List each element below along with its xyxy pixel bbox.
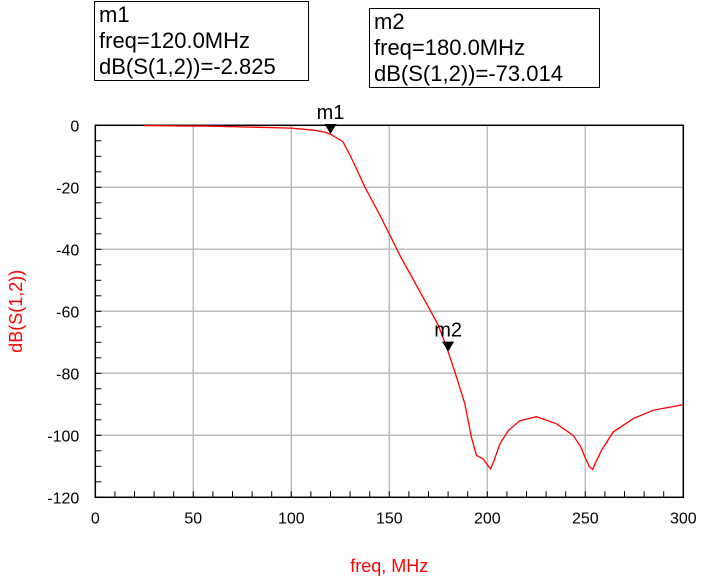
marker-m2-readout: m2 freq=180.0MHz dB(S(1,2))=-73.014 [369,8,600,88]
marker-m2-name: m2 [374,9,405,34]
marker-m2-triangle [442,341,455,352]
x-axis-label: freq, MHz [350,556,428,576]
marker-m1-freq: freq=120.0MHz [99,28,251,53]
x-tick-label: 50 [184,510,202,527]
marker-m2-label: m2 [434,320,462,342]
marker-m2-value: dB(S(1,2))=-73.014 [374,61,563,86]
y-tick-label: -120 [47,490,79,507]
x-tick-label: 150 [376,510,403,527]
plot-frame [94,124,685,499]
marker-m1-name: m1 [99,2,130,27]
y-tick-label: -100 [47,428,79,445]
x-tick-label: 100 [278,510,305,527]
x-tick-label: 200 [474,510,501,527]
x-tick-label: 0 [91,510,100,527]
series-line [144,124,684,471]
marker-m2-freq: freq=180.0MHz [374,35,526,60]
marker-m1-value: dB(S(1,2))=-2.825 [99,54,276,79]
marker-m1-label: m1 [317,102,345,124]
y-tick-label: -40 [56,242,79,259]
x-tick-label: 300 [670,510,697,527]
y-tick-label: -20 [56,180,79,197]
x-tick-label: 250 [572,510,599,527]
marker-m1-readout: m1 freq=120.0MHz dB(S(1,2))=-2.825 [94,1,309,81]
y-tick-label: -80 [56,366,79,383]
marker-m1-triangle [324,124,337,135]
y-tick-label: 0 [70,118,79,135]
y-axis-label: dB(S(1,2)) [6,270,26,353]
y-tick-label: -60 [56,304,79,321]
